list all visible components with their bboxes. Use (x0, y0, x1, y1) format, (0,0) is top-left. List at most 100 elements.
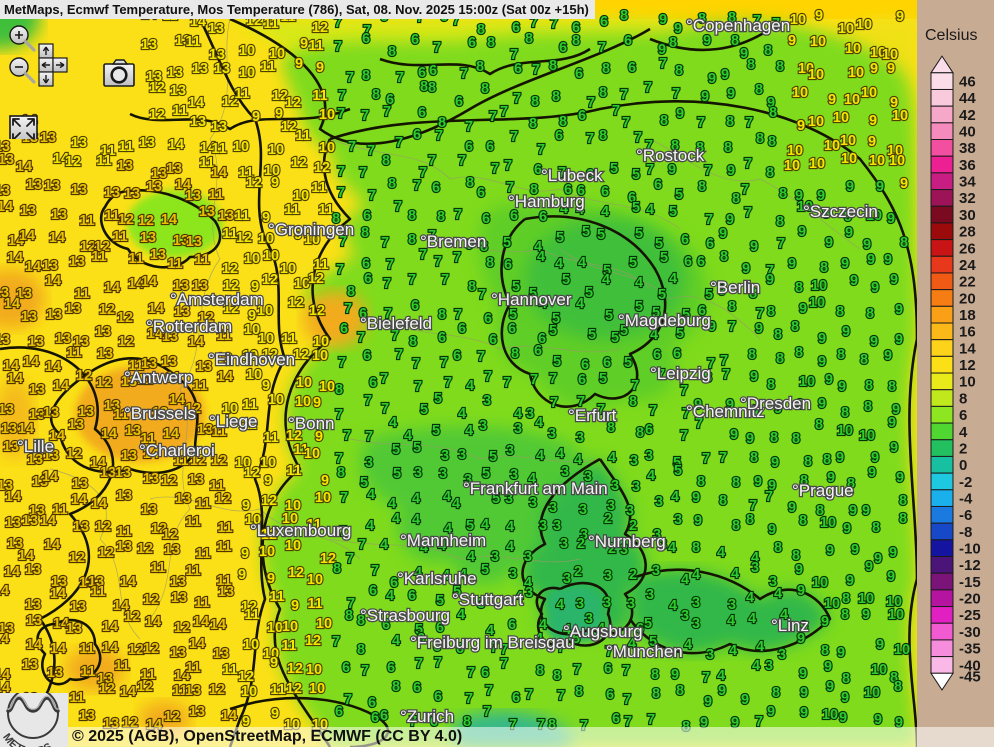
svg-text:8: 8 (767, 377, 775, 393)
svg-text:9: 9 (869, 113, 877, 129)
svg-text:3: 3 (563, 571, 571, 587)
svg-text:5: 5 (432, 423, 440, 439)
svg-text:7: 7 (777, 236, 785, 252)
svg-text:13: 13 (43, 405, 59, 421)
svg-text:7: 7 (745, 115, 753, 131)
svg-text:6: 6 (514, 61, 522, 77)
svg-text:-6: -6 (959, 507, 972, 524)
svg-text:12: 12 (222, 261, 238, 277)
svg-text:°Szczecin: °Szczecin (803, 202, 878, 221)
svg-text:8: 8 (669, 35, 677, 51)
svg-text:13: 13 (0, 183, 10, 199)
svg-text:12: 12 (143, 592, 159, 608)
svg-text:11: 11 (208, 187, 223, 203)
svg-text:4: 4 (727, 613, 735, 629)
svg-text:7: 7 (332, 634, 340, 650)
svg-text:7: 7 (728, 319, 736, 335)
svg-text:9: 9 (868, 134, 876, 150)
svg-text:°Hamburg: °Hamburg (508, 192, 585, 211)
svg-text:9: 9 (755, 321, 763, 337)
svg-text:12: 12 (161, 473, 177, 489)
svg-text:12: 12 (314, 160, 330, 176)
svg-text:2: 2 (577, 536, 585, 552)
svg-text:7: 7 (346, 70, 354, 86)
svg-text:12: 12 (244, 465, 260, 481)
svg-text:8: 8 (698, 179, 706, 195)
svg-text:9: 9 (241, 546, 249, 562)
svg-text:3: 3 (576, 596, 584, 612)
svg-text:8: 8 (768, 134, 776, 150)
svg-text:26: 26 (959, 240, 976, 257)
svg-text:14: 14 (26, 637, 42, 653)
svg-text:10: 10 (861, 85, 877, 101)
svg-text:9: 9 (889, 545, 897, 561)
svg-text:3: 3 (491, 549, 499, 565)
svg-text:7: 7 (500, 104, 508, 120)
svg-text:13: 13 (46, 307, 62, 323)
svg-text:13: 13 (218, 584, 234, 600)
svg-text:9: 9 (703, 33, 711, 49)
svg-text:8: 8 (388, 44, 396, 60)
svg-text:9: 9 (701, 89, 709, 105)
svg-text:5: 5 (556, 230, 564, 246)
svg-text:10: 10 (871, 662, 887, 678)
svg-text:13: 13 (185, 188, 201, 204)
svg-text:5: 5 (413, 440, 421, 456)
svg-text:7: 7 (622, 115, 630, 131)
svg-text:9: 9 (295, 56, 303, 72)
svg-text:4: 4 (748, 611, 756, 627)
svg-text:12: 12 (149, 107, 165, 123)
svg-text:9: 9 (799, 301, 807, 317)
svg-text:5: 5 (605, 308, 613, 324)
svg-text:7: 7 (697, 115, 705, 131)
svg-text:6: 6 (575, 66, 583, 82)
svg-text:5: 5 (674, 463, 682, 479)
svg-text:8: 8 (468, 279, 476, 295)
svg-text:8: 8 (372, 87, 380, 103)
svg-text:8: 8 (799, 513, 807, 529)
svg-text:13: 13 (28, 334, 44, 350)
svg-text:9: 9 (876, 179, 884, 195)
svg-text:8: 8 (795, 280, 803, 296)
svg-text:3: 3 (652, 563, 660, 579)
svg-text:9: 9 (704, 694, 712, 710)
svg-text:4: 4 (443, 489, 451, 505)
svg-text:7: 7 (500, 656, 508, 672)
svg-text:14: 14 (91, 496, 107, 512)
svg-text:7: 7 (453, 250, 461, 266)
svg-text:7: 7 (395, 347, 403, 363)
svg-text:8: 8 (842, 591, 850, 607)
svg-text:9: 9 (797, 118, 805, 134)
svg-text:13: 13 (100, 465, 116, 481)
svg-text:5: 5 (610, 161, 618, 177)
svg-text:4: 4 (556, 597, 564, 613)
svg-text:9: 9 (727, 163, 735, 179)
svg-text:4: 4 (774, 586, 782, 602)
svg-text:5: 5 (632, 167, 640, 183)
svg-text:7: 7 (359, 165, 367, 181)
svg-text:7: 7 (460, 66, 468, 82)
svg-text:9: 9 (676, 106, 684, 122)
svg-text:6: 6 (371, 710, 379, 726)
svg-text:13: 13 (29, 382, 45, 398)
svg-text:5: 5 (420, 402, 428, 418)
svg-text:9: 9 (768, 522, 776, 538)
svg-text:8: 8 (438, 307, 446, 323)
svg-text:7: 7 (631, 378, 639, 394)
svg-text:°Antwerp: °Antwerp (124, 368, 193, 387)
svg-text:14: 14 (0, 631, 9, 647)
svg-text:9: 9 (900, 176, 908, 192)
svg-text:8: 8 (746, 512, 754, 528)
svg-text:°Charleroi: °Charleroi (139, 441, 215, 460)
svg-text:13: 13 (218, 208, 234, 224)
svg-text:7: 7 (368, 188, 376, 204)
svg-text:9: 9 (862, 607, 870, 623)
svg-text:9: 9 (270, 655, 278, 671)
svg-text:6: 6 (411, 298, 419, 314)
svg-text:8: 8 (791, 319, 799, 335)
svg-text:5: 5 (503, 235, 511, 251)
svg-text:13: 13 (185, 683, 201, 699)
svg-text:6: 6 (600, 14, 608, 30)
svg-text:7: 7 (620, 87, 628, 103)
svg-text:14: 14 (23, 354, 39, 370)
